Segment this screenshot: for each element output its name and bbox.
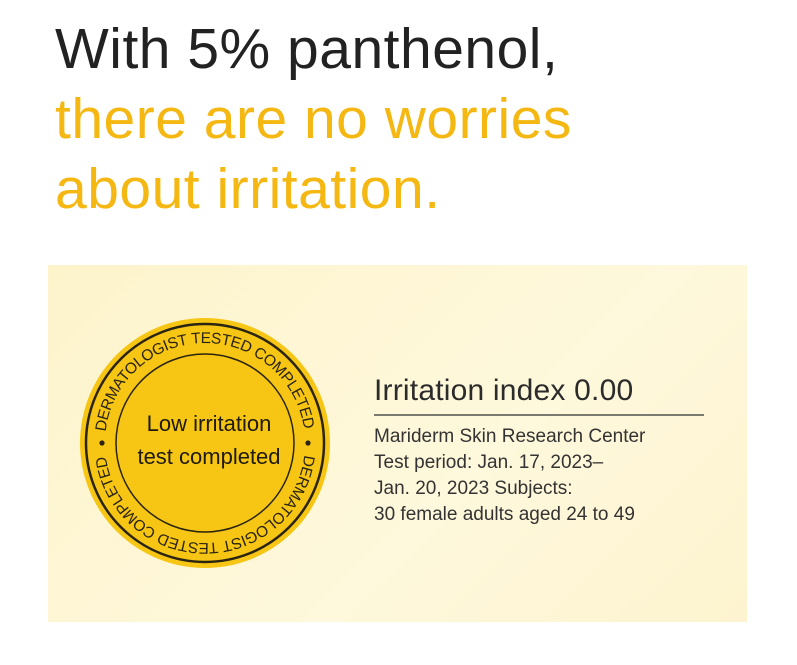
seal-outer-ring [84,322,326,564]
dermatologist-tested-seal: DERMATOLOGIST TESTED COMPLETED DERMATOLO… [80,318,330,568]
headline-line-3: about irritation. [55,157,441,221]
test-detail-line: 30 female adults aged 24 to 49 [374,504,635,525]
test-details: Mariderm Skin Research Center Test perio… [374,424,704,528]
test-detail-line: Mariderm Skin Research Center [374,426,646,447]
seal-dot-right [305,440,311,446]
seal-dot-left [99,440,105,446]
seal-background [80,318,330,568]
test-detail-line: Jan. 20, 2023 Subjects: [374,478,573,499]
seal-center-line-2: test completed [137,444,280,469]
headline-line-1: With 5% panthenol, [55,17,559,81]
seal-inner-ring [115,353,295,533]
irritation-index-title: Irritation index 0.00 [374,374,704,416]
headline-line-2: there are no worries [55,87,572,151]
headline: With 5% panthenol, there are no worries … [55,14,572,224]
test-detail-line: Test period: Jan. 17, 2023– [374,452,604,473]
seal-center-line-1: Low irritation [147,411,272,436]
irritation-info: Irritation index 0.00 Mariderm Skin Rese… [374,374,704,528]
